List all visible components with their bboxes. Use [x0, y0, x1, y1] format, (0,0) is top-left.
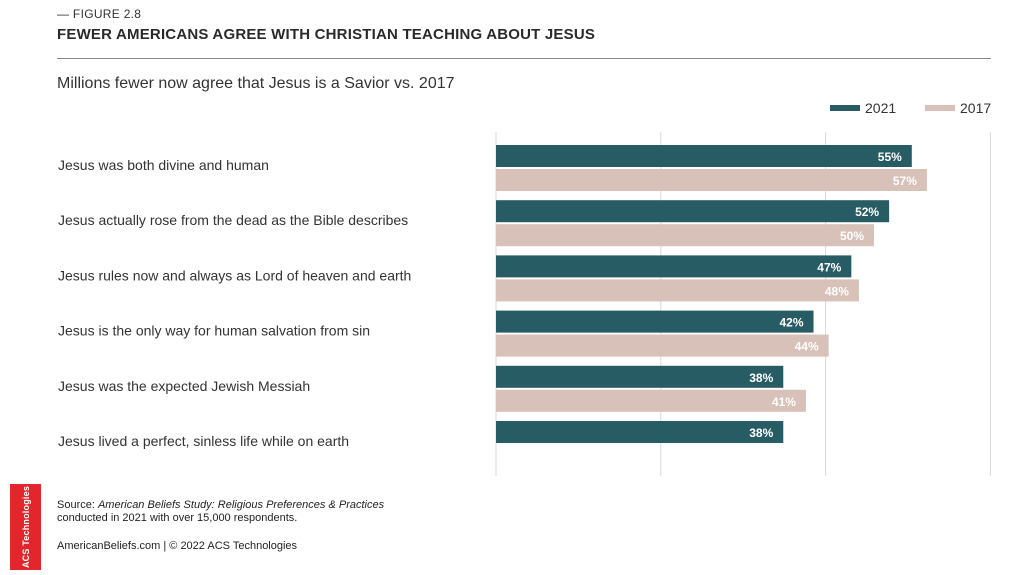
data-label-2021: 42% [779, 316, 803, 330]
legend-swatch-2017 [925, 105, 955, 111]
bar-2017 [496, 279, 859, 302]
bar-2017 [496, 389, 806, 412]
legend-label-2017: 2017 [960, 100, 991, 116]
bar-2021 [496, 200, 890, 223]
bar-2021 [496, 310, 814, 333]
chart-subtitle: Millions fewer now agree that Jesus is a… [57, 75, 455, 92]
source-note: Source: American Beliefs Study: Religiou… [57, 499, 384, 525]
legend-swatch-2021 [830, 105, 860, 111]
data-label-2021: 47% [817, 260, 841, 274]
bar-2017 [496, 224, 874, 247]
category-label: Jesus was the expected Jewish Messiah [58, 378, 310, 394]
category-label: Jesus actually rose from the dead as the… [58, 212, 408, 228]
legend-label-2021: 2021 [865, 100, 896, 116]
title-divider [57, 58, 991, 59]
data-label-2021: 55% [878, 150, 902, 164]
bar-2021 [496, 255, 852, 278]
source-study-name: American Beliefs Study: Religious Prefer… [97, 499, 385, 511]
data-label-2021: 38% [749, 371, 773, 385]
data-label-2017: 50% [840, 229, 864, 243]
data-label-2021: 52% [855, 205, 879, 219]
figure-label: — FIGURE 2.8 [57, 7, 142, 21]
category-label: Jesus lived a perfect, sinless life whil… [58, 433, 349, 449]
brand-logo-tab: ACS Technologies [10, 484, 41, 570]
category-label: Jesus was both divine and human [58, 157, 269, 173]
bar-2017 [496, 169, 927, 191]
category-label: Jesus rules now and always as Lord of he… [58, 267, 411, 283]
bar-2021 [496, 421, 784, 443]
data-label-2017: 48% [825, 284, 849, 298]
source-details: conducted in 2021 with over 15,000 respo… [57, 512, 298, 524]
source-prefix: Source: [57, 499, 98, 511]
figure-title: FEWER AMERICANS AGREE WITH CHRISTIAN TEA… [57, 26, 596, 43]
data-label-2017: 41% [772, 395, 796, 409]
brand-logo-text: ACS Technologies [20, 485, 31, 569]
bar-2021 [496, 145, 912, 167]
footer-credit: AmericanBeliefs.com | © 2022 ACS Technol… [57, 540, 298, 552]
bar-2017 [496, 334, 829, 357]
bar-2021 [496, 365, 784, 388]
data-label-2017: 44% [795, 340, 819, 354]
category-label: Jesus is the only way for human salvatio… [58, 323, 370, 339]
data-label-2021: 38% [749, 426, 773, 440]
bar-chart: 2021 2017 Jesus was both divine and human 5… [58, 100, 991, 476]
data-label-2017: 57% [893, 174, 917, 188]
